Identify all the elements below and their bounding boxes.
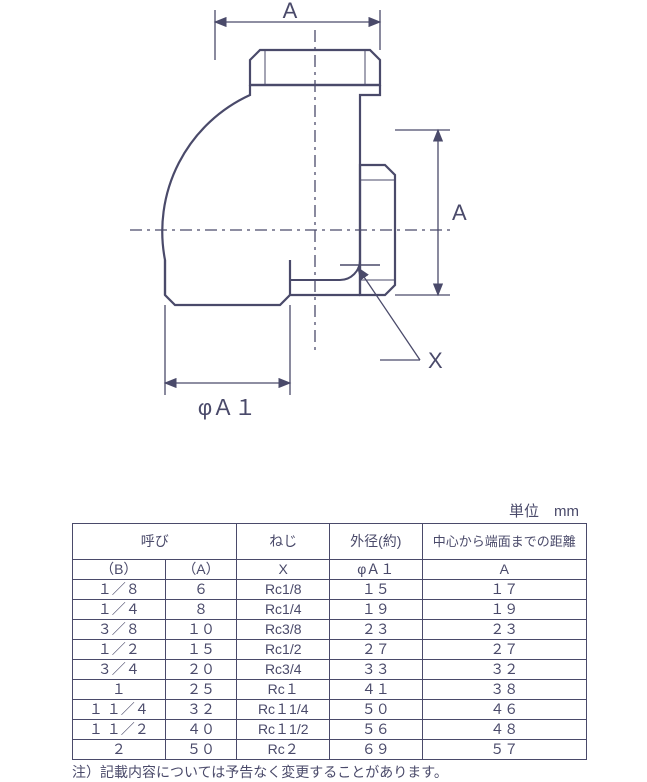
hdr-yobi: 呼び [73,524,237,560]
table-cell: １／２ [73,640,166,660]
table-row: ３／８１０Rc3/8２３２３ [73,620,587,640]
table-cell: ３２ [165,700,237,720]
elbow-diagram: A A φＡ１ X [80,0,560,440]
dim-right-label: A [452,200,467,225]
page: A A φＡ１ X 単位 mm [0,0,647,782]
table-cell: ２７ [329,640,422,660]
table-cell: Rc１1/2 [237,720,330,740]
table-row: １ １／２４０Rc１1/2５６４８ [73,720,587,740]
table-cell: １５ [329,580,422,600]
pointer-x [358,268,420,360]
table-cell: ６ [165,580,237,600]
table-row: １／２１５Rc1/2２７２７ [73,640,587,660]
table-cell: ４１ [329,680,422,700]
table-row: ２５０Rc２６９５７ [73,740,587,760]
table-cell: Rc1/8 [237,580,330,600]
table-cell: ２３ [422,620,587,640]
table-cell: Rc２ [237,740,330,760]
table-cell: ５０ [165,740,237,760]
dim-top-label: A [283,0,298,23]
table-cell: ４６ [422,700,587,720]
table-row: ３／４２０Rc3/4３３３２ [73,660,587,680]
table-cell: １／４ [73,600,166,620]
table-cell: Rc3/4 [237,660,330,680]
table-cell: ６９ [329,740,422,760]
table-cell: ５０ [329,700,422,720]
table-cell: ８ [165,600,237,620]
table-cell: １／８ [73,580,166,600]
table-cell: １ [73,680,166,700]
table-cell: ２ [73,740,166,760]
table-cell: Rc1/4 [237,600,330,620]
table-cell: ２７ [422,640,587,660]
spec-table: 呼び ねじ 外径(約) 中心から端面までの距離 （B） （A） X φＡ１ A … [72,523,587,760]
hdr-col-A: A [422,560,587,580]
hdr-col-b: （B） [73,560,166,580]
table-cell: ３２ [422,660,587,680]
hdr-gaikei: 外径(約) [329,524,422,560]
dim-bottom [165,305,290,395]
table-cell: Rc１1/4 [237,700,330,720]
table-body: １／８６Rc1/8１５１７１／４８Rc1/4１９１９３／８１０Rc3/8２３２３… [73,580,587,760]
table-cell: １９ [422,600,587,620]
table-row: １２５Rc１４１３８ [73,680,587,700]
table-row: １ １／４３２Rc１1/4５０４６ [73,700,587,720]
spec-table-area: 単位 mm 呼び ねじ 外径(約) 中心から端面までの距離 （B） （A） X … [72,500,587,782]
table-cell: Rc1/2 [237,640,330,660]
pointer-x-label: X [428,348,443,373]
table-cell: ４０ [165,720,237,740]
table-cell: ２５ [165,680,237,700]
unit-label: 単位 mm [72,500,587,521]
table-cell: １５ [165,640,237,660]
dim-top [215,10,380,60]
dim-bottom-label: φＡ１ [198,395,256,420]
table-cell: ５７ [422,740,587,760]
table-row: １／４８Rc1/4１９１９ [73,600,587,620]
table-cell: ３／８ [73,620,166,640]
table-cell: １７ [422,580,587,600]
table-row: １／８６Rc1/8１５１７ [73,580,587,600]
table-head: 呼び ねじ 外径(約) 中心から端面までの距離 （B） （A） X φＡ１ A [73,524,587,580]
table-cell: ３／４ [73,660,166,680]
table-cell: １９ [329,600,422,620]
table-note: 注）記載内容については予告なく変更することがあります。 [72,762,587,782]
table-cell: ３８ [422,680,587,700]
dim-right [395,130,450,295]
table-cell: １０ [165,620,237,640]
hdr-chushin: 中心から端面までの距離 [422,524,587,560]
hdr-col-phi: φＡ１ [329,560,422,580]
diagram-svg: A A φＡ１ X [80,0,560,440]
hdr-neji: ねじ [237,524,330,560]
hdr-col-x: X [237,560,330,580]
hdr-col-a: （A） [165,560,237,580]
elbow-body [162,50,395,305]
table-cell: ５６ [329,720,422,740]
table-cell: １ １／４ [73,700,166,720]
table-cell: １ １／２ [73,720,166,740]
table-cell: Rc3/8 [237,620,330,640]
table-cell: Rc１ [237,680,330,700]
table-cell: ４８ [422,720,587,740]
table-cell: ２０ [165,660,237,680]
table-cell: ３３ [329,660,422,680]
table-cell: ２３ [329,620,422,640]
